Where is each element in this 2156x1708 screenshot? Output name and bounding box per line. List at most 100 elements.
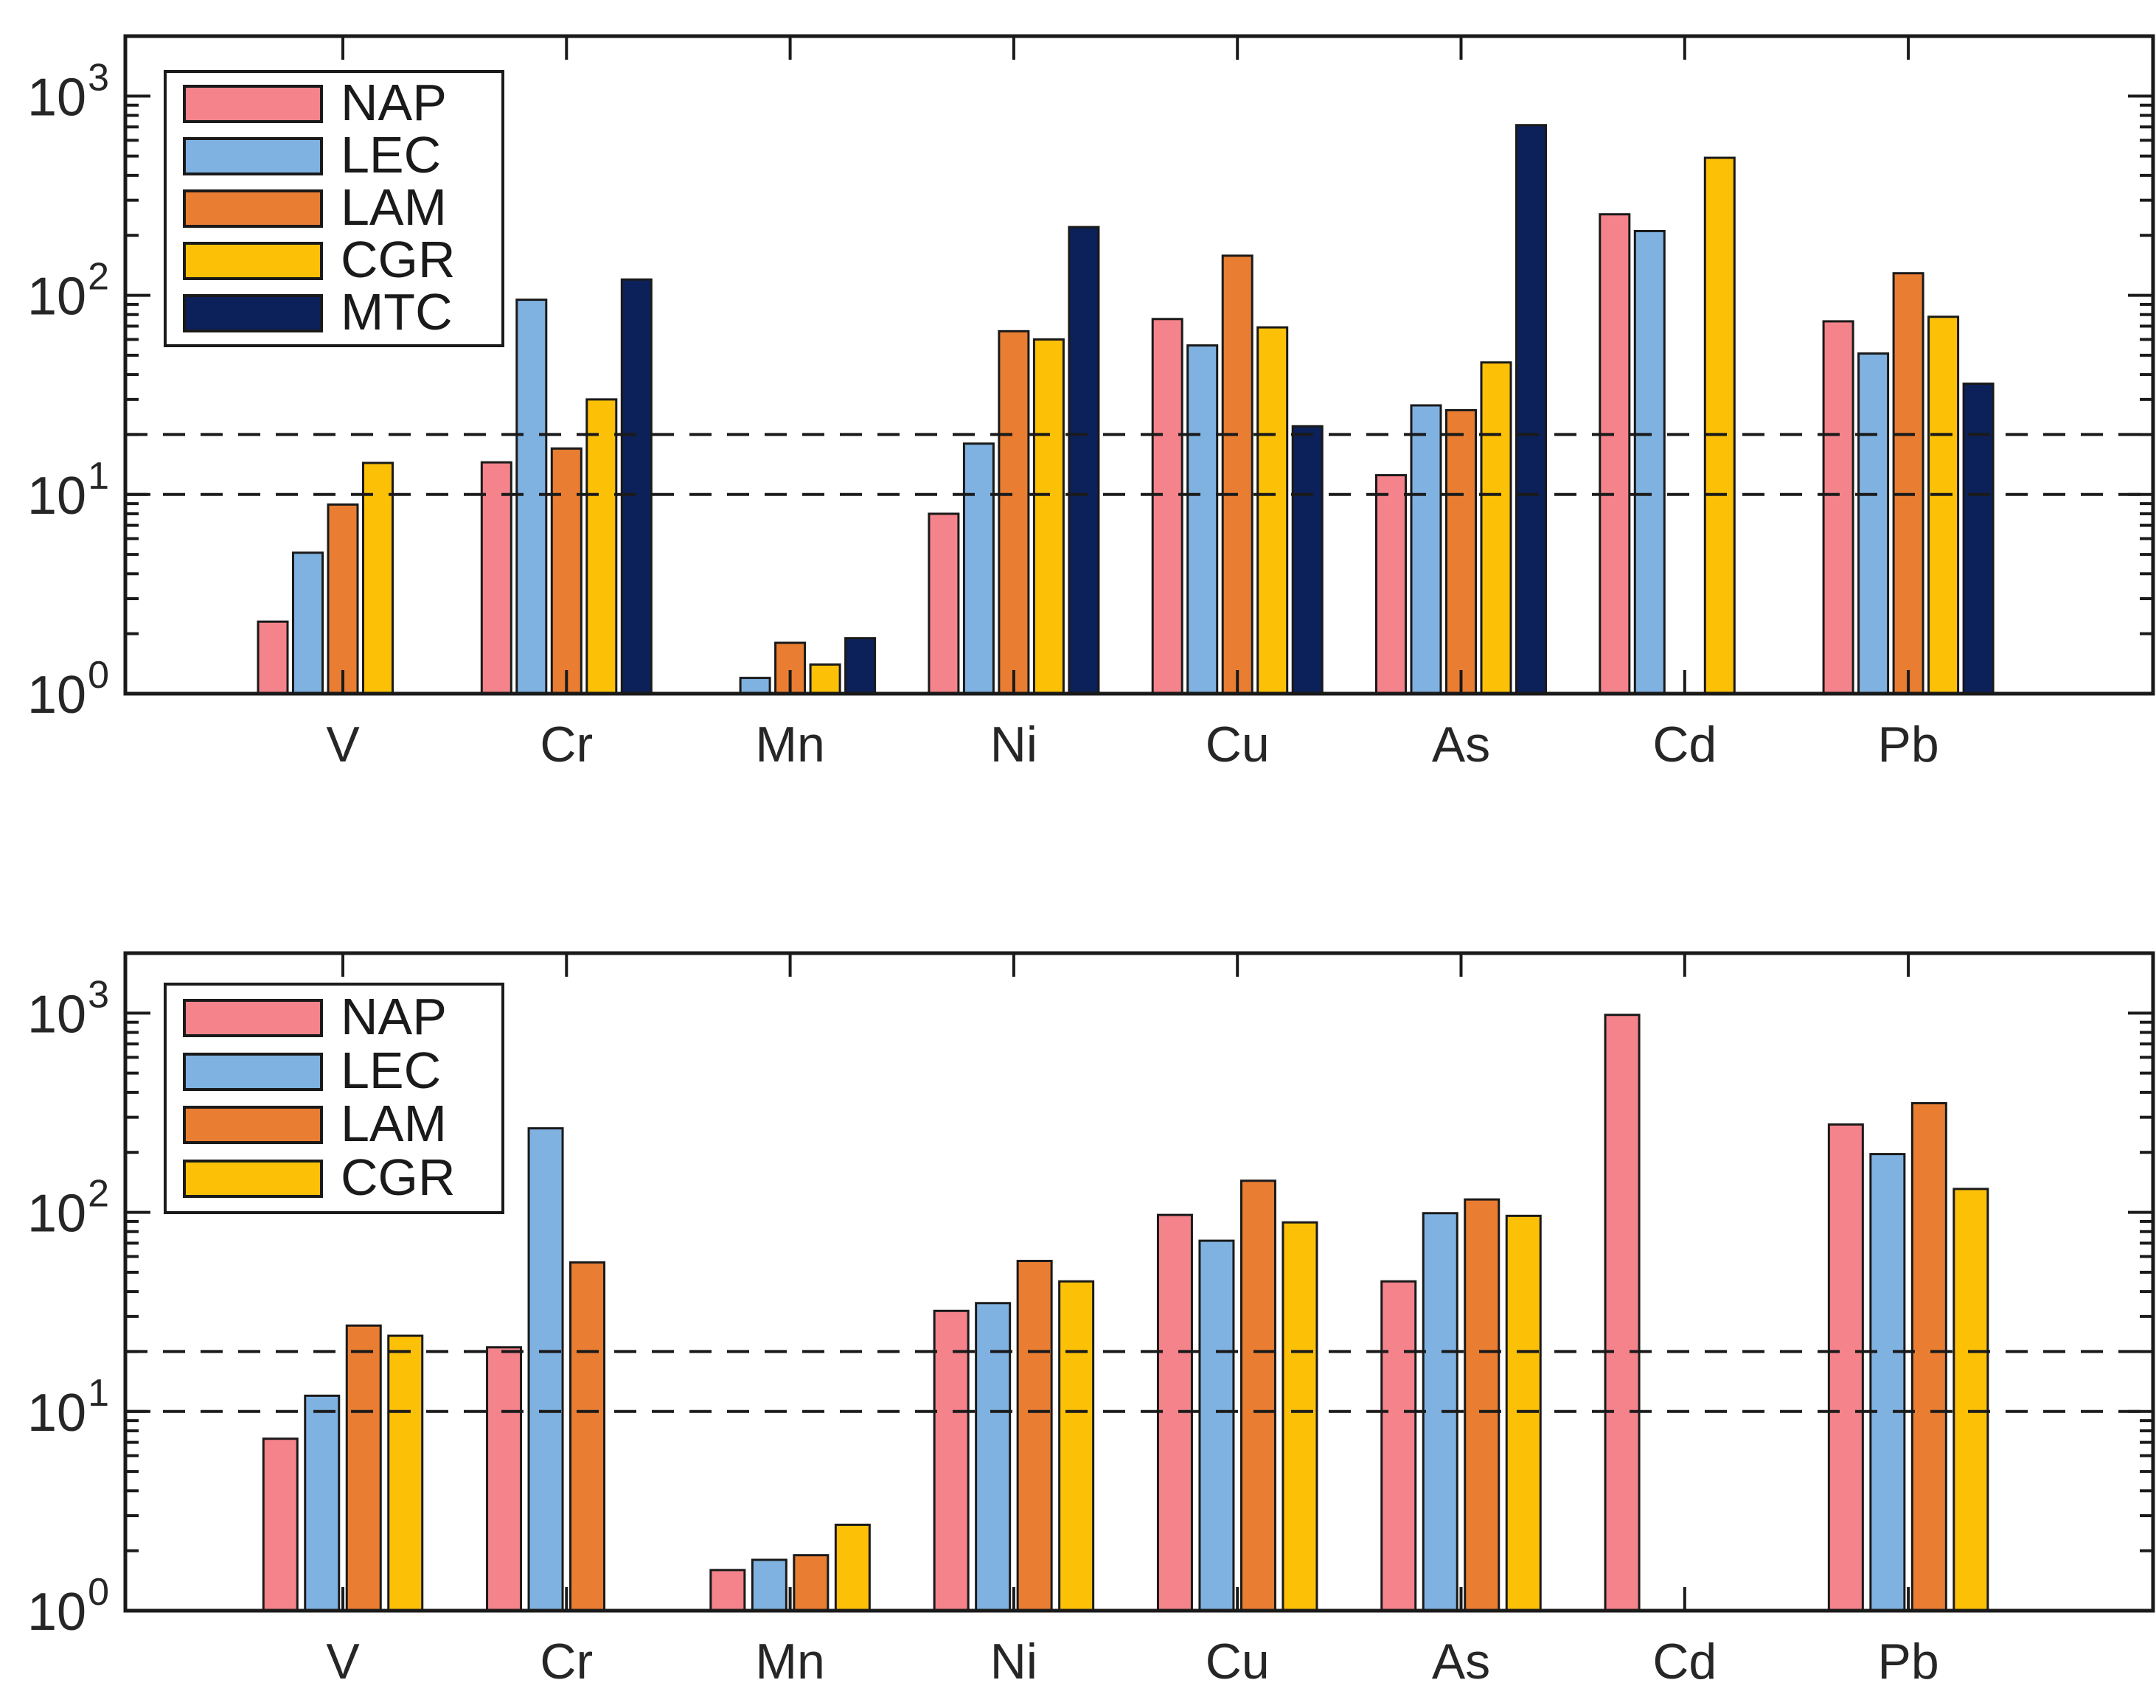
legend-swatch-lam — [183, 1106, 323, 1145]
y-tick-label: 103 — [27, 56, 109, 127]
legend-label-lec: LEC — [341, 1041, 442, 1099]
y-tick-exponent: 2 — [88, 1173, 109, 1216]
y-tick-label: 100 — [27, 1571, 109, 1642]
legend-label-cgr: CGR — [341, 231, 456, 288]
legend-swatch-lec — [183, 137, 323, 175]
legend-label-cgr: CGR — [341, 1148, 456, 1207]
bar-top-Cr-LAM — [550, 447, 583, 695]
bar-top-V-LAM — [327, 503, 359, 695]
bar-top-Cu-LEC — [1186, 344, 1219, 695]
legend-entry-mtc: MTC — [183, 283, 501, 341]
bar-bottom-Mn-LEC — [751, 1558, 787, 1612]
bar-top-As-LAM — [1445, 408, 1477, 695]
legend-entry-cgr: CGR — [183, 1148, 501, 1207]
x-category-label: As — [1432, 1634, 1490, 1690]
y-tick-exponent: 3 — [88, 56, 109, 99]
bar-top-Mn-CGR — [809, 663, 841, 695]
x-category-label: Cr — [540, 717, 593, 773]
bar-top-Cd-CGR — [1703, 156, 1736, 695]
bar-top-Cd-NAP — [1599, 213, 1631, 695]
bar-top-Cr-NAP — [480, 461, 512, 695]
legend-label-nap: NAP — [341, 74, 447, 131]
bar-bottom-Cu-CGR — [1282, 1221, 1318, 1612]
bar-top-Cd-LEC — [1633, 229, 1666, 695]
bar-top-Ni-LEC — [962, 442, 995, 695]
bar-bottom-Pb-CGR — [1952, 1188, 1989, 1612]
y-tick-exponent: 3 — [88, 973, 109, 1016]
x-category-label: Cr — [540, 1634, 593, 1690]
legend-top: NAP LEC LAM CGR MTC — [164, 70, 504, 347]
bar-top-V-NAP — [257, 620, 289, 695]
bar-bottom-V-NAP — [262, 1437, 299, 1612]
bar-bottom-V-LAM — [345, 1324, 382, 1612]
bar-bottom-Cu-LAM — [1239, 1179, 1276, 1612]
bar-top-Ni-MTC — [1068, 226, 1100, 695]
bar-bottom-Mn-LAM — [793, 1554, 830, 1612]
bar-top-V-LEC — [292, 551, 324, 695]
legend-entry-lec: LEC — [183, 126, 501, 184]
y-tick-exponent: 2 — [88, 256, 109, 299]
x-category-label: V — [326, 717, 360, 773]
x-category-label: Cd — [1652, 717, 1717, 773]
bar-top-As-NAP — [1375, 474, 1407, 695]
x-category-label: Cu — [1206, 717, 1270, 773]
x-category-label: Ni — [990, 1634, 1037, 1690]
legend-label-mtc: MTC — [341, 283, 453, 341]
legend-swatch-lec — [183, 1052, 323, 1091]
bar-bottom-Cu-LEC — [1198, 1239, 1235, 1612]
bar-top-Ni-LAM — [998, 330, 1030, 695]
bar-top-Pb-MTC — [1962, 382, 1995, 695]
y-tick-exponent: 1 — [88, 455, 109, 498]
bar-bottom-As-NAP — [1380, 1280, 1417, 1612]
bar-top-As-CGR — [1480, 361, 1512, 695]
legend-entry-cgr: CGR — [183, 231, 501, 288]
bar-top-Cu-CGR — [1256, 326, 1289, 695]
y-tick-label: 101 — [27, 455, 109, 526]
bar-top-Pb-NAP — [1822, 320, 1854, 695]
bar-top-Pb-LAM — [1892, 272, 1924, 695]
bar-bottom-As-LAM — [1464, 1198, 1500, 1612]
bar-bottom-V-CGR — [387, 1334, 424, 1612]
bar-top-Ni-CGR — [1032, 338, 1065, 695]
x-category-label: V — [326, 1634, 360, 1690]
bar-top-Pb-CGR — [1927, 316, 1960, 695]
legend-swatch-cgr — [183, 242, 323, 280]
y-tick-label: 102 — [27, 256, 109, 327]
legend-swatch-mtc — [183, 294, 323, 332]
bar-bottom-Pb-LAM — [1910, 1102, 1947, 1612]
bar-top-Pb-LEC — [1857, 352, 1890, 695]
bar-top-As-MTC — [1515, 124, 1547, 695]
legend-entry-nap: NAP — [183, 74, 501, 131]
legend-swatch-nap — [183, 85, 323, 123]
bar-bottom-Pb-LEC — [1869, 1153, 1906, 1612]
bar-top-Cu-LAM — [1221, 254, 1253, 695]
x-category-label: Cu — [1206, 1634, 1270, 1690]
y-tick-label: 102 — [27, 1173, 109, 1244]
bar-top-Cr-LEC — [515, 299, 548, 695]
bar-top-V-CGR — [362, 461, 394, 695]
legend-entry-nap: NAP — [183, 987, 501, 1045]
bar-bottom-V-LEC — [304, 1394, 341, 1612]
y-tick-exponent: 0 — [88, 1571, 109, 1614]
bar-top-Cr-CGR — [585, 398, 618, 695]
bar-top-Cu-NAP — [1151, 318, 1183, 695]
bar-bottom-Cr-LEC — [527, 1127, 564, 1612]
y-tick-label: 100 — [27, 654, 109, 725]
x-category-label: Cd — [1652, 1634, 1717, 1690]
bar-bottom-Cr-LAM — [569, 1261, 606, 1612]
x-category-label: Mn — [755, 717, 824, 773]
legend-label-nap: NAP — [341, 987, 447, 1045]
bar-top-Ni-NAP — [928, 512, 960, 695]
bar-top-Cr-MTC — [620, 278, 653, 695]
bar-bottom-Ni-LAM — [1016, 1260, 1053, 1612]
y-tick-exponent: 1 — [88, 1372, 109, 1415]
legend-label-lec: LEC — [341, 126, 442, 184]
bar-bottom-As-CGR — [1505, 1214, 1542, 1612]
bar-bottom-Cd-NAP — [1604, 1014, 1641, 1612]
legend-swatch-nap — [183, 998, 323, 1037]
bar-bottom-Ni-NAP — [933, 1309, 970, 1612]
